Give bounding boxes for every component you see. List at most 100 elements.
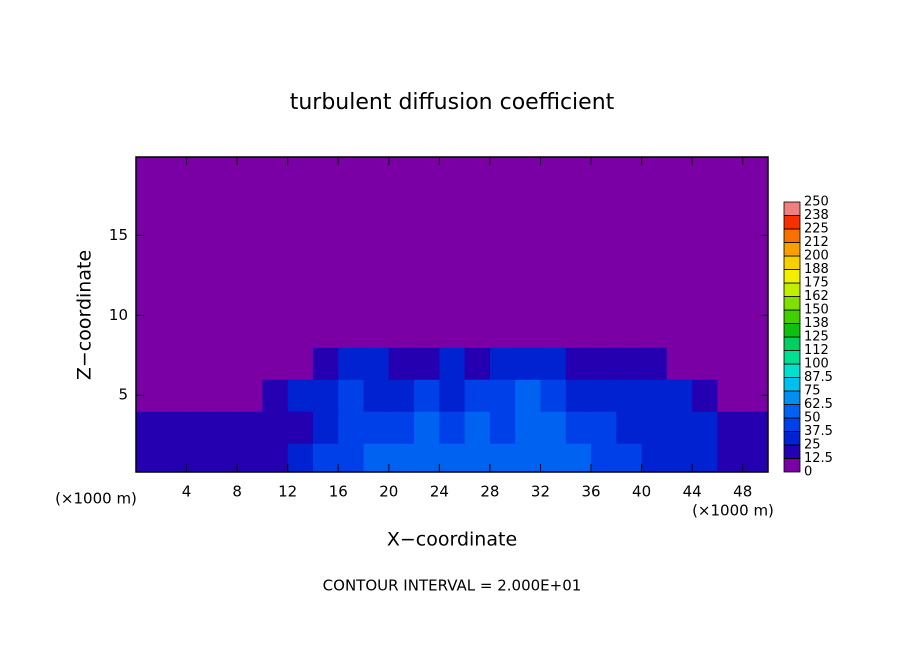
colorbar-label: 212 [804,235,829,250]
cell [161,315,188,348]
cell [287,443,314,472]
cell [388,443,415,472]
cell [515,379,541,412]
x-unit-label: (×1000 m) [692,502,774,520]
cell [312,315,339,348]
colorbar-label: 250 [804,195,829,210]
colorbar-box [783,269,801,284]
cell [489,379,516,412]
cell [237,443,263,472]
cell [616,411,643,444]
colorbar-label: 125 [804,330,829,345]
colorbar-box [783,444,801,459]
cell [641,443,668,472]
cell [666,379,693,412]
cell [262,347,289,380]
colorbar-label: 150 [804,303,829,318]
colorbar-box [783,309,801,324]
cell [338,379,365,412]
cell [591,315,617,348]
colorbar-box [783,363,801,378]
cell [515,443,541,472]
cell [237,347,263,380]
cell [591,347,617,380]
cell [439,379,466,412]
x-tick-label: 40 [632,483,651,501]
x-tick-label: 48 [733,483,752,501]
cell [464,379,491,412]
field [136,157,768,472]
x-tick-label: 8 [232,483,242,501]
cell [211,315,238,348]
cell [439,443,466,472]
cell [565,443,592,472]
colorbar-label: 188 [804,262,829,277]
colorbar-box [783,431,801,446]
cell [287,347,314,380]
colorbar-box [783,336,801,351]
colorbar-box [783,201,801,216]
x-tick-label: 4 [182,483,192,501]
cell [692,443,718,472]
cell [186,315,213,348]
cell [464,443,491,472]
colorbar-label: 100 [804,357,829,372]
cell [414,347,440,380]
cell [363,315,390,348]
colorbar-label: 138 [804,316,829,331]
cell [287,315,314,348]
cell [489,315,516,348]
cell [388,315,415,348]
colorbar-label: 37.5 [804,424,833,439]
cell [565,379,592,412]
cell [262,411,289,444]
cell [540,443,567,472]
y-tick-label: 15 [109,226,128,244]
x-axis-label: X−coordinate [387,529,517,551]
cell [515,411,541,444]
cell [161,443,188,472]
cell [338,347,365,380]
cell [414,411,440,444]
cell [363,411,390,444]
cell [186,443,213,472]
x-tick-label: 28 [480,483,499,501]
cell [262,315,289,348]
plot-frame [135,156,769,473]
cell [692,347,718,380]
colorbar-label: 25 [804,438,821,453]
colorbar-label: 12.5 [804,451,833,466]
cell [161,347,188,380]
cell [186,379,213,412]
cell [211,411,238,444]
cell [439,347,466,380]
cell [136,443,162,472]
x-tick-label: 20 [379,483,398,501]
cell [414,315,440,348]
cell [641,379,668,412]
colorbar-box [783,404,801,419]
cell [338,315,365,348]
colorbar-label: 50 [804,411,821,426]
cell [489,411,516,444]
cell [742,315,768,348]
cell [565,411,592,444]
cell [591,379,617,412]
cell [464,347,491,380]
cell [211,379,238,412]
cell [717,315,744,348]
cell [540,347,567,380]
colorbar-box [783,228,801,243]
colorbar-box [783,350,801,365]
colorbar-box [783,390,801,405]
colorbar-label: 62.5 [804,397,833,412]
x-tick-label: 44 [683,483,702,501]
colorbar-label: 87.5 [804,370,833,385]
cell [338,443,365,472]
cell [363,379,390,412]
cell [692,379,718,412]
colorbar-label: 200 [804,249,829,264]
cell [414,443,440,472]
cell [692,411,718,444]
x-tick-label: 24 [430,483,449,501]
